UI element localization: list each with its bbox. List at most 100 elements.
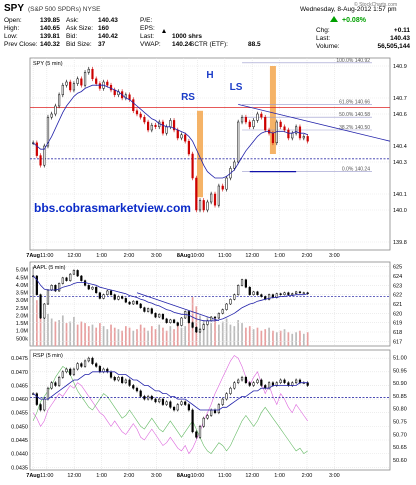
volume-bar (202, 320, 205, 346)
candle-bar (165, 318, 168, 323)
rsp-y-tick: 0.0435 (11, 465, 28, 471)
candle-bar (233, 294, 236, 300)
x-tick-label: 2:00 (124, 473, 135, 479)
volume-bar (184, 326, 187, 346)
aapl-y-tick: 623 (393, 283, 402, 289)
candle-bar (180, 401, 183, 405)
trend-line (238, 104, 391, 142)
candle-bar (39, 404, 42, 411)
x-tick-label: 2:00 (124, 253, 135, 259)
chg-value: +0.11 (394, 27, 410, 34)
candle-bar (139, 113, 142, 118)
x-tick-label: 7Aug (26, 473, 40, 479)
candle-bar (46, 116, 50, 147)
volume-bar (162, 327, 164, 346)
annotation-ls: LS (230, 82, 243, 93)
rsp-y-tick: 0.0450 (11, 424, 28, 430)
quote-label: Prev Close: (4, 41, 38, 48)
candle-bar (225, 303, 228, 310)
candle-bar (260, 294, 263, 297)
volume-bar (256, 327, 259, 346)
volume-bar (47, 313, 49, 346)
candle-bar (195, 177, 198, 211)
rsp-y-tick: 0.0440 (11, 452, 28, 458)
volume-bar (272, 330, 274, 346)
candle-bar (225, 177, 228, 190)
volume-bar (291, 333, 294, 346)
volume-bar (32, 266, 34, 346)
x-tick-label: 11:00 (40, 473, 53, 479)
candle-bar (117, 296, 120, 300)
volume-bar (260, 330, 263, 346)
candle-bar (295, 126, 298, 134)
candle-bar (244, 377, 247, 383)
x-tick-label: 3:00 (151, 473, 162, 479)
rsp-y-tick: 0.0460 (11, 397, 28, 403)
x-tick-label: 12:00 (67, 473, 81, 479)
candle-bar (76, 363, 79, 370)
x-tick-label: 11:00 (218, 253, 231, 259)
volume-bar (275, 332, 278, 346)
volume-bar (299, 330, 301, 346)
candle-bar (65, 81, 68, 86)
rsp-right-tick: 50.85 (393, 394, 407, 400)
candle-bar (72, 83, 76, 91)
candle-bar (98, 366, 101, 373)
candle-bar (83, 72, 87, 86)
volume-bar (87, 326, 90, 346)
candle-bar (35, 275, 38, 295)
price-y-tick: 140.7 (393, 96, 407, 102)
candle-bar (244, 116, 247, 123)
candle-bar (43, 398, 46, 411)
volume-bar (237, 320, 240, 346)
volume-label: Volume: (316, 43, 340, 50)
price-panel-title: SPY (5 min) (33, 61, 63, 67)
volume-bar (102, 326, 105, 346)
candle-bar (146, 308, 150, 312)
volume-bar (106, 329, 109, 346)
candle-bar (172, 120, 176, 131)
candle-bar (113, 377, 116, 381)
candle-bar (54, 382, 57, 386)
candle-bar (65, 277, 68, 281)
volume-bar (128, 327, 131, 346)
quote-value: 139.85 (40, 17, 60, 24)
candle-bar (80, 275, 83, 281)
x-tick-label: 12:00 (245, 253, 259, 259)
x-tick-label: 2:00 (302, 253, 313, 259)
x-tick-label: 8Aug (177, 473, 191, 479)
candle-bar (109, 290, 113, 295)
quote-label: Ask Size: (66, 25, 93, 32)
candle-bar (237, 379, 240, 383)
up-arrow-icon (330, 16, 338, 22)
candle-bar (143, 116, 146, 123)
x-tick-label: 12:00 (67, 253, 81, 259)
candle-bar (158, 314, 161, 318)
candle-bar (237, 121, 240, 163)
candle-bar (240, 377, 244, 381)
candle-bar (128, 301, 131, 305)
candle-bar (98, 292, 101, 299)
candle-bar (279, 379, 282, 383)
volume-tick-label: 1.5M (16, 321, 29, 327)
volume-bar (229, 324, 232, 346)
candle-bar (217, 404, 220, 413)
candle-bar (275, 121, 278, 144)
volume-bar (39, 309, 42, 346)
price-y-tick: 139.8 (393, 240, 407, 246)
candle-bar (221, 398, 224, 405)
candle-bar (306, 382, 309, 386)
candle-bar (50, 382, 53, 389)
candle-bar (146, 121, 150, 131)
candle-bar (106, 290, 109, 295)
candle-bar (124, 298, 127, 303)
volume-bar (54, 321, 57, 346)
candle-bar (135, 110, 139, 115)
quote-label: Ask: (66, 17, 79, 24)
candle-bar (57, 283, 61, 292)
x-tick-label: 10:00 (191, 253, 205, 259)
x-tick-label: 1:00 (96, 473, 107, 479)
candle-bar (69, 368, 72, 375)
candle-bar (54, 285, 57, 292)
volume-bar (191, 297, 194, 346)
